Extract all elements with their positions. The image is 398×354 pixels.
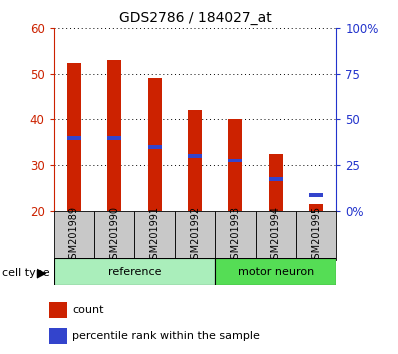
Bar — [215, 258, 336, 285]
Bar — [94, 211, 135, 260]
Bar — [148, 79, 162, 211]
Text: reference: reference — [108, 267, 161, 277]
Bar — [148, 145, 162, 149]
Text: ▶: ▶ — [37, 267, 47, 280]
Bar — [228, 159, 242, 162]
Bar — [49, 328, 67, 344]
Bar — [188, 154, 202, 158]
Bar — [188, 110, 202, 211]
Text: motor neuron: motor neuron — [238, 267, 314, 277]
Text: percentile rank within the sample: percentile rank within the sample — [72, 331, 260, 341]
Bar — [54, 211, 94, 260]
Bar — [309, 193, 323, 196]
Text: GSM201995: GSM201995 — [311, 206, 321, 265]
Text: count: count — [72, 305, 104, 315]
Bar — [67, 63, 81, 211]
Text: GSM201990: GSM201990 — [109, 206, 119, 265]
Bar — [67, 136, 81, 139]
Bar — [269, 177, 283, 181]
Bar — [215, 211, 256, 260]
Text: GSM201993: GSM201993 — [230, 206, 240, 265]
Bar — [54, 258, 215, 285]
Bar — [135, 211, 175, 260]
Text: GSM201994: GSM201994 — [271, 206, 281, 265]
Text: GSM201991: GSM201991 — [150, 206, 160, 265]
Bar — [228, 120, 242, 211]
Bar — [309, 204, 323, 211]
Text: GSM201992: GSM201992 — [190, 206, 200, 265]
Text: GSM201989: GSM201989 — [69, 206, 79, 265]
Bar — [107, 60, 121, 211]
Bar — [256, 211, 296, 260]
Bar — [296, 211, 336, 260]
Bar — [49, 302, 67, 318]
Bar — [269, 154, 283, 211]
Title: GDS2786 / 184027_at: GDS2786 / 184027_at — [119, 11, 271, 24]
Bar — [107, 136, 121, 139]
Text: cell type: cell type — [2, 268, 50, 278]
Bar — [175, 211, 215, 260]
